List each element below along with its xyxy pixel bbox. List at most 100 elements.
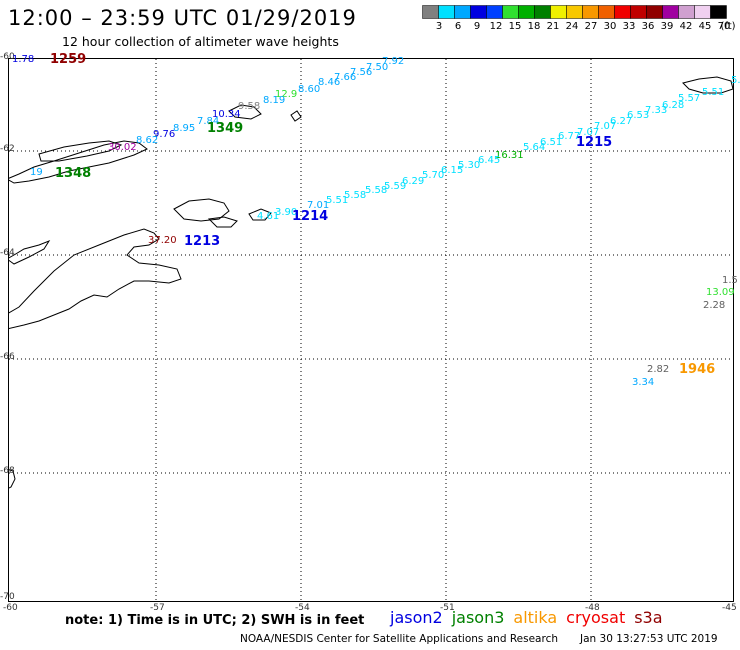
color-swatch <box>470 5 487 19</box>
color-swatch <box>662 5 679 19</box>
wave-height-value: 19 <box>30 167 43 178</box>
wave-height-value: 2.28 <box>703 300 726 311</box>
map-canvas <box>9 59 733 601</box>
wave-height-value: 5.51 <box>702 87 725 98</box>
wave-height-value: 6.77 <box>558 131 581 142</box>
wave-height-value: 9.76 <box>153 129 176 140</box>
color-swatch <box>678 5 695 19</box>
color-swatch <box>630 5 647 19</box>
pass-time-label: 1259 <box>50 52 87 67</box>
color-scale-tick: 3 <box>435 21 443 32</box>
wave-height-value: 8.62 <box>136 135 159 146</box>
pass-time-label: 1213 <box>184 234 221 249</box>
color-swatch <box>710 5 727 19</box>
satellite-legend: jason2 jason3 altika cryosat s3a <box>390 608 672 627</box>
color-swatch <box>534 5 551 19</box>
color-scale-tick: 24 <box>565 21 579 32</box>
color-swatch <box>582 5 599 19</box>
longitude-label: -60 <box>3 603 18 613</box>
pass-time-label: 1946 <box>679 362 716 377</box>
wave-height-value: 5.70 <box>422 170 445 181</box>
legend-altika: altika <box>513 608 558 627</box>
wave-height-value: 4.61 <box>257 211 280 222</box>
wave-height-value: 30.02 <box>108 142 137 153</box>
color-swatch <box>550 5 567 19</box>
wave-height-value: 12.9 <box>275 89 298 100</box>
wave-height-value: 1.5 <box>722 275 738 286</box>
color-scale-tick: 36 <box>641 21 655 32</box>
wave-height-value: 10.34 <box>212 109 241 120</box>
wave-height-value: 9.58 <box>238 101 261 112</box>
color-scale-tick: 45 <box>698 21 712 32</box>
coastline <box>38 140 123 162</box>
wave-height-value: 5.58 <box>365 185 388 196</box>
color-swatch <box>598 5 615 19</box>
generated-timestamp: Jan 30 13:27:53 UTC 2019 <box>580 633 718 645</box>
coastline <box>9 469 16 489</box>
color-scale-bar <box>422 5 727 19</box>
coastline <box>9 239 51 265</box>
color-scale-tick: 15 <box>508 21 522 32</box>
wave-height-value: 6.29 <box>402 176 425 187</box>
chart-subtitle: 12 hour collection of altimeter wave hei… <box>62 34 339 49</box>
color-scale-tick: 42 <box>679 21 693 32</box>
wave-height-value: 2.82 <box>647 364 670 375</box>
color-scale-tick: 27 <box>584 21 598 32</box>
wave-height-value: 7.84 <box>197 116 220 127</box>
color-scale-tick: 6 <box>454 21 462 32</box>
wave-height-value: 7.92 <box>382 56 405 67</box>
color-scale-tick: 18 <box>527 21 541 32</box>
wave-height-value: 5.51 <box>326 195 349 206</box>
wave-height-value: 1.78 <box>12 54 35 65</box>
color-scale-tick: 30 <box>603 21 617 32</box>
coastline <box>207 216 238 228</box>
pass-time-label: 1349 <box>207 121 244 136</box>
legend-cryosat: cryosat <box>566 608 626 627</box>
footnote: note: 1) Time is in UTC; 2) SWH is in fe… <box>65 613 365 628</box>
color-scale-tick: 9 <box>473 21 481 32</box>
wave-height-value: 7.01 <box>307 200 330 211</box>
coastline <box>9 228 182 330</box>
wave-height-value: 5.57 <box>678 93 701 104</box>
wave-height-value: 5.59 <box>384 181 407 192</box>
wave-height-value: 7.50 <box>366 62 389 73</box>
wave-height-value: 7.66 <box>334 72 357 83</box>
coastline <box>290 110 302 122</box>
wave-height-value: 6.27 <box>610 116 633 127</box>
wave-height-value: 5.30 <box>458 160 481 171</box>
color-swatch <box>438 5 455 19</box>
wave-height-value: 37.20 <box>148 235 177 246</box>
wave-height-value: 13.09 <box>706 287 735 298</box>
wave-height-value: 5.64 <box>523 142 546 153</box>
wave-height-value: 8.95 <box>173 123 196 134</box>
longitude-label: -51 <box>440 603 455 613</box>
color-swatch <box>694 5 711 19</box>
coastline <box>248 208 272 221</box>
latitude-label: -62 <box>0 144 15 154</box>
wave-height-map <box>8 58 734 602</box>
color-scale-tick: 70 <box>717 21 731 32</box>
wave-height-value: 3.34 <box>632 377 655 388</box>
coastline <box>682 76 733 94</box>
color-swatch <box>454 5 471 19</box>
legend-s3a: s3a <box>634 608 663 627</box>
latitude-label: -68 <box>0 466 15 476</box>
color-swatch <box>502 5 519 19</box>
color-scale-labels: 3 6 9 12 15 18 21 24 27 30 33 36 39 42 45 70 (ft) <box>422 21 740 35</box>
longitude-label: -57 <box>150 603 165 613</box>
chart-title: 12:00 – 23:59 UTC 01/29/2019 <box>8 6 357 30</box>
color-scale-unit: (ft) <box>720 21 736 32</box>
color-swatch <box>486 5 503 19</box>
coastline <box>228 104 262 120</box>
wave-height-value: 6.15 <box>441 165 464 176</box>
color-swatch <box>566 5 583 19</box>
wave-height-value: 5.58 <box>344 190 367 201</box>
latitude-label: -66 <box>0 352 15 362</box>
wave-height-value: 6.45 <box>478 155 501 166</box>
legend-jason2: jason2 <box>390 608 443 627</box>
longitude-label: -48 <box>585 603 600 613</box>
coastline <box>173 198 230 222</box>
latitude-label: -60 <box>0 52 15 62</box>
coastline <box>9 140 148 184</box>
pass-time-label: 1215 <box>576 135 613 150</box>
